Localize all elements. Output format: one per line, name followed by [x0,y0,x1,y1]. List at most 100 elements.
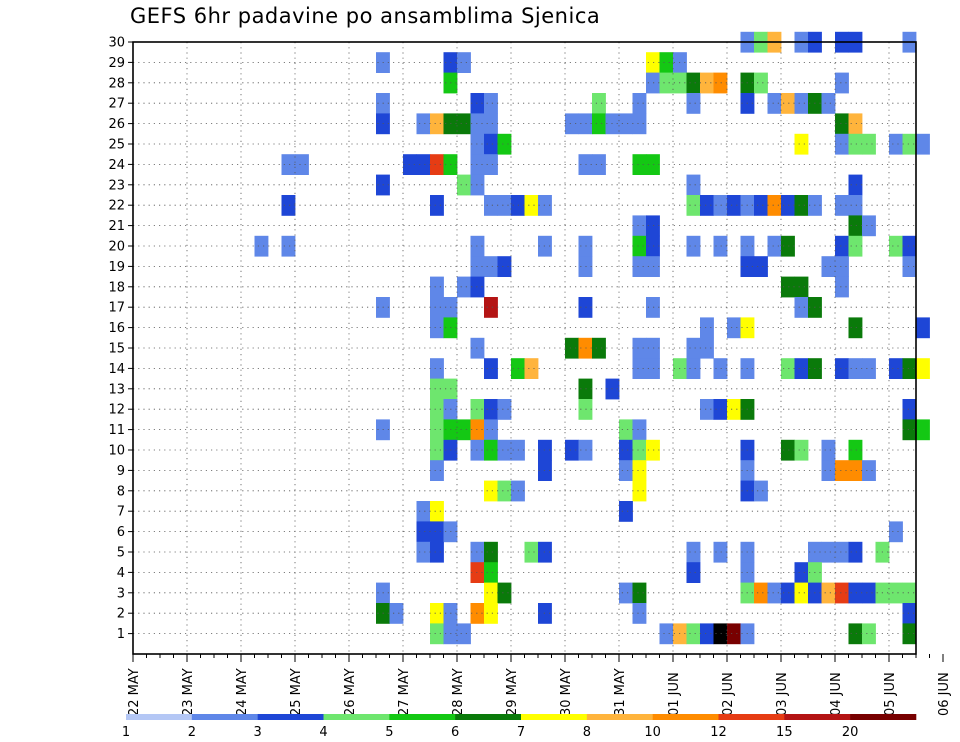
heatmap-cell [862,582,876,604]
heatmap-cell [781,93,795,114]
heatmap-cell [700,623,714,645]
heatmap-cell [835,195,849,216]
heatmap-cell [565,113,579,135]
x-tick-label: 06 JUN [937,672,952,716]
heatmap-cell [902,256,917,277]
heatmap-cell [430,603,444,624]
y-tick-label: 7 [117,505,125,520]
heatmap-cell [389,603,404,624]
heatmap-cell [754,256,768,277]
heatmap-cell [835,582,849,604]
heatmap-cell [632,337,647,359]
heatmap-cell [619,113,633,135]
colorbar-label: 2 [188,725,196,740]
heatmap-cell [713,399,728,420]
heatmap-cell [835,113,849,135]
heatmap-cell [781,276,795,298]
heatmap-cell [632,582,647,604]
heatmap-cell [700,399,714,420]
heatmap-cell [484,541,498,563]
heatmap-cell [484,358,498,379]
heatmap-cell [848,113,863,135]
x-tick-label: 24 MAY [235,668,250,716]
heatmap-cell [794,562,809,583]
y-tick-label: 15 [108,342,125,357]
heatmap-cell [430,419,444,441]
heatmap-cell [470,562,485,583]
heatmap-cell [497,133,512,155]
heatmap-cell [902,582,917,604]
heatmap-cell [592,113,606,135]
heatmap-cell [646,358,660,379]
y-tick-label: 21 [108,219,125,234]
heatmap-cell [767,93,782,114]
heatmap-cell [646,52,660,73]
x-tick-label: 26 MAY [343,668,358,716]
heatmap-cell [767,195,782,216]
heatmap-cell [889,235,903,257]
y-tick-label: 18 [108,280,125,295]
heatmap-cell [700,72,714,94]
y-tick-label: 3 [117,586,125,601]
heatmap-cell [646,235,660,257]
heatmap-cell [632,215,647,237]
heatmap-cell [862,215,876,237]
x-tick-label: 29 MAY [505,668,520,716]
heatmap-cell [727,399,741,420]
heatmap-cell [794,358,809,379]
heatmap-cell [902,419,917,441]
heatmap-cell [484,582,498,604]
heatmap-cell [889,133,903,155]
x-tick-label: 31 MAY [613,668,628,716]
heatmap-cell [430,399,444,420]
heatmap-cell [632,358,647,379]
heatmap-cell [794,582,809,604]
heatmap-cell [295,154,309,175]
heatmap-cell [848,358,863,379]
heatmap-cell [470,235,485,257]
x-tick-label: 03 JUN [775,672,790,716]
heatmap-cell [592,337,606,359]
heatmap-cell [416,541,431,563]
heatmap-cell [646,256,660,277]
colorbar: 1 2 3 4 5 6 7 8 10 12 15 20 [122,714,917,740]
heatmap-cell [632,603,647,624]
heatmap-cell [713,195,728,216]
heatmap-cell [835,276,849,298]
heatmap-cell [754,72,768,94]
heatmap-cell [470,154,485,175]
heatmap-cell [619,419,633,441]
heatmap-cell [632,113,647,135]
heatmap-cell [416,501,431,522]
heatmap-cell [713,623,728,645]
heatmap-cell [821,256,836,277]
x-axis: 22 MAY 23 MAY 24 MAY 25 MAY 26 MAY 27 MAY 28 M… [127,654,952,716]
heatmap-cell [619,460,633,481]
heatmap-cell [470,337,485,359]
heatmap-cell [484,562,498,583]
colorbar-label: 5 [385,725,393,740]
heatmap-cell [497,195,512,216]
colorbar-segment [652,714,719,720]
heatmap-cell [767,582,782,604]
heatmap-cell [767,235,782,257]
heatmap-cell [619,582,633,604]
y-tick-label: 22 [108,199,125,214]
heatmap-cell [713,235,728,257]
heatmap-cell [713,541,728,563]
heatmap-cell [646,297,660,318]
colorbar-segment [126,714,193,720]
colorbar-segment [191,714,258,720]
heatmap-cell [484,154,498,175]
heatmap-cell [484,603,498,624]
heatmap-cell [281,154,296,175]
heatmap-cell [686,562,701,583]
heatmap-cell [686,174,701,196]
y-tick-label: 2 [117,607,125,622]
heatmap-cell [848,582,863,604]
y-tick-label: 4 [117,566,125,581]
y-axis: 1234567891011121314151617181920212223242… [108,36,133,642]
heatmap-cell [470,541,485,563]
y-tick-label: 1 [117,627,125,642]
